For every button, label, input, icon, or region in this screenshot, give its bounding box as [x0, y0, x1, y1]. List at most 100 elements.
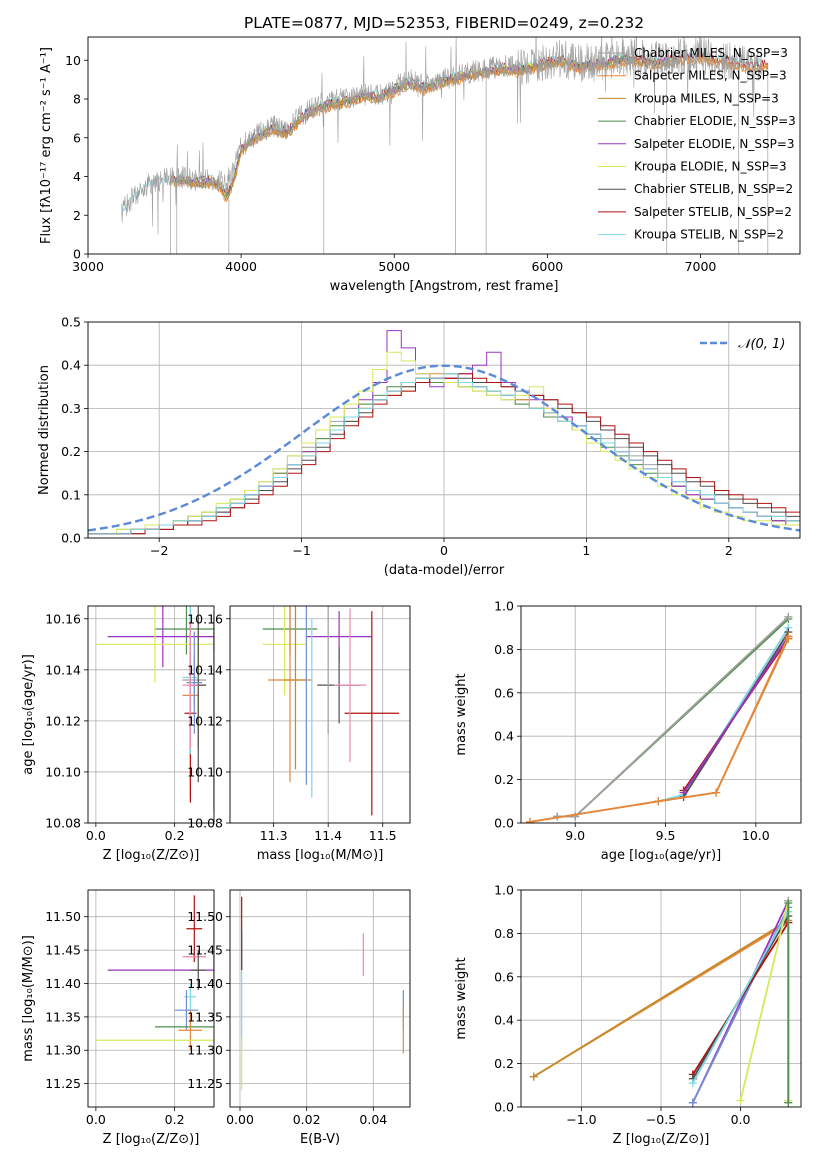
- weight-line: [557, 616, 790, 818]
- y-tick-label: 10.14: [187, 662, 223, 677]
- data-point-errorbar: [190, 950, 207, 991]
- x-axis-label: mass [log₁₀(M/M⊙)]: [257, 848, 384, 863]
- residual-histogram: [88, 373, 800, 538]
- y-tick-label: 1.0: [494, 599, 514, 614]
- y-tick-label: 10.14: [45, 662, 81, 677]
- x-tick-label: 0.0: [86, 1112, 106, 1127]
- legend-label: Salpeter ELODIE, N_SSP=3: [634, 137, 795, 151]
- panel-age_vs_mass: 11.3 11.4 11.5 10.08 10.10 10.12 10.14 10.16 mas…: [187, 605, 411, 863]
- panel-weight_vs_age: 9.0 9.5 10.0 0.0 0.2 0.4 0.6 0.8 1.0 age [log₁₀(a…: [454, 599, 802, 863]
- y-tick-label: 0.6: [494, 685, 514, 700]
- x-tick-label: 0.0: [86, 828, 106, 843]
- y-tick-label: 10.10: [187, 764, 223, 779]
- plot-area-mass_vs_ebv: [230, 890, 410, 1107]
- y-tick-label: 11.25: [45, 1076, 81, 1091]
- y-tick-label: 0.5: [61, 315, 81, 330]
- legend-label: Kroupa STELIB, N_SSP=2: [634, 228, 784, 242]
- x-tick-label: 9.0: [565, 828, 585, 843]
- x-axis-label: wavelength [Angstrom, rest frame]: [330, 279, 559, 294]
- data-point-errorbar: [344, 611, 400, 816]
- plot-area-residuals: [88, 322, 800, 538]
- y-tick-label: 0.6: [494, 969, 514, 984]
- weight-marker: [784, 632, 793, 641]
- weight-line: [557, 616, 790, 818]
- plot-area-age_vs_Z: [88, 606, 214, 823]
- legend-label: Chabrier MILES, N_SSP=3: [634, 46, 788, 60]
- x-tick-label: −0.5: [646, 1112, 676, 1127]
- y-tick-label: 0.4: [494, 1013, 514, 1028]
- y-axis-label: Normed distribution: [37, 365, 52, 495]
- y-axis-label: Flux [fλ10⁻¹⁷ erg cm⁻² s⁻¹ A⁻¹]: [39, 47, 54, 244]
- axes-frame: [87, 889, 215, 1108]
- x-tick-label: 0.04: [359, 1112, 387, 1127]
- axes-frame: [229, 605, 411, 824]
- axes-frame: [87, 321, 801, 539]
- x-tick-label: −1: [292, 543, 310, 558]
- x-tick-label: 6000: [531, 259, 563, 274]
- legend: 𝒩(0, 1): [700, 337, 785, 352]
- x-tick-label: −1.0: [566, 1112, 596, 1127]
- y-tick-label: 6: [73, 130, 81, 145]
- y-tick-label: 11.40: [45, 976, 81, 991]
- y-tick-label: 10.16: [187, 611, 223, 626]
- x-tick-label: 11.4: [314, 828, 342, 843]
- panel-mass_vs_ebv: 0.00 0.02 0.04 11.25 11.30 11.35 11.40 11.45 11.…: [187, 889, 411, 1147]
- x-tick-label: 9.5: [656, 828, 676, 843]
- y-tick-label: 11.30: [45, 1043, 81, 1058]
- x-tick-label: 7000: [685, 259, 717, 274]
- x-tick-label: 11.3: [260, 828, 288, 843]
- x-tick-label: 0.2: [165, 1112, 185, 1127]
- axes-frame: [229, 889, 411, 1108]
- observed-spectrum-line: [121, 37, 762, 235]
- x-tick-label: 2: [725, 543, 733, 558]
- y-tick-label: 2: [73, 208, 81, 223]
- weight-marker: [784, 1098, 793, 1107]
- x-tick-label: 3000: [72, 259, 104, 274]
- y-tick-label: 1.0: [494, 883, 514, 898]
- legend-label: 𝒩(0, 1): [738, 337, 785, 352]
- y-tick-label: 8: [73, 92, 81, 107]
- data-point-errorbar: [182, 621, 199, 749]
- y-axis-label: mass weight: [454, 673, 469, 755]
- x-tick-label: 5000: [378, 259, 410, 274]
- y-tick-label: 11.25: [187, 1076, 223, 1091]
- data-point-errorbar: [178, 1010, 203, 1051]
- normal-distribution-curve: [88, 364, 800, 532]
- y-tick-label: 10.12: [45, 713, 81, 728]
- axes-frame: [87, 36, 801, 255]
- x-tick-label: −2: [150, 543, 168, 558]
- x-axis-label: (data-model)/error: [384, 563, 505, 578]
- panel-spectrum: 3000 4000 5000 6000 7000 0 2 4 6 8 10 wavelength [A…: [39, 36, 801, 294]
- y-tick-label: 0.1: [61, 487, 81, 502]
- y-tick-label: 10: [65, 53, 81, 68]
- y-tick-label: 0.4: [61, 358, 81, 373]
- y-tick-label: 11.30: [187, 1043, 223, 1058]
- x-axis-label: Z [log₁₀(Z/Z⊙)]: [103, 1132, 200, 1147]
- legend-label: Salpeter STELIB, N_SSP=2: [634, 205, 792, 219]
- x-tick-label: 1: [582, 543, 590, 558]
- x-tick-label: 0.0: [731, 1112, 751, 1127]
- y-tick-label: 10.12: [187, 713, 223, 728]
- y-tick-label: 0: [73, 247, 81, 262]
- weight-marker: [736, 1096, 745, 1105]
- data-point-errorbar: [284, 606, 307, 770]
- legend: Chabrier MILES, N_SSP=3 Salpeter MILES, N…: [598, 46, 796, 242]
- data-point-errorbar: [262, 606, 307, 696]
- y-tick-label: 0.2: [61, 444, 81, 459]
- panel-age_vs_Z: 0.0 0.2 10.08 10.10 10.12 10.14 10.16 Z [log₁₀(…: [21, 605, 215, 863]
- y-tick-label: 0.4: [494, 729, 514, 744]
- y-tick-label: 10.16: [45, 611, 81, 626]
- y-axis-label: age [log₁₀(age/yr)]: [21, 654, 36, 775]
- weight-line: [739, 900, 790, 1101]
- x-tick-label: 0.2: [165, 828, 185, 843]
- y-tick-label: 4: [73, 169, 81, 184]
- x-tick-label: 0: [440, 543, 448, 558]
- panel-residuals: −2 −1 0 1 2 0.0 0.1 0.2 0.3 0.4 0.5 (data-model)/er…: [37, 315, 801, 578]
- y-tick-label: 11.40: [187, 976, 223, 991]
- x-axis-label: age [log₁₀(age/yr)]: [601, 848, 722, 863]
- data-point-errorbar: [186, 631, 203, 734]
- weight-marker: [679, 788, 688, 797]
- data-point-errorbar: [333, 608, 367, 762]
- y-tick-label: 0.8: [494, 642, 514, 657]
